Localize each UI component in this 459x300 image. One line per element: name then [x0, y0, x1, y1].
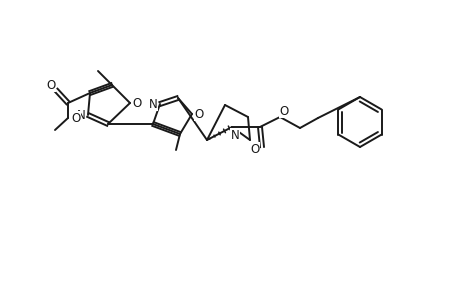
Text: O: O: [194, 107, 203, 121]
Text: O: O: [279, 104, 288, 118]
Text: O: O: [46, 79, 56, 92]
Text: N: N: [230, 128, 239, 142]
Text: N: N: [148, 98, 157, 110]
Text: N: N: [77, 109, 85, 122]
Text: O: O: [132, 97, 141, 110]
Text: O: O: [250, 142, 259, 155]
Text: O: O: [71, 112, 80, 124]
